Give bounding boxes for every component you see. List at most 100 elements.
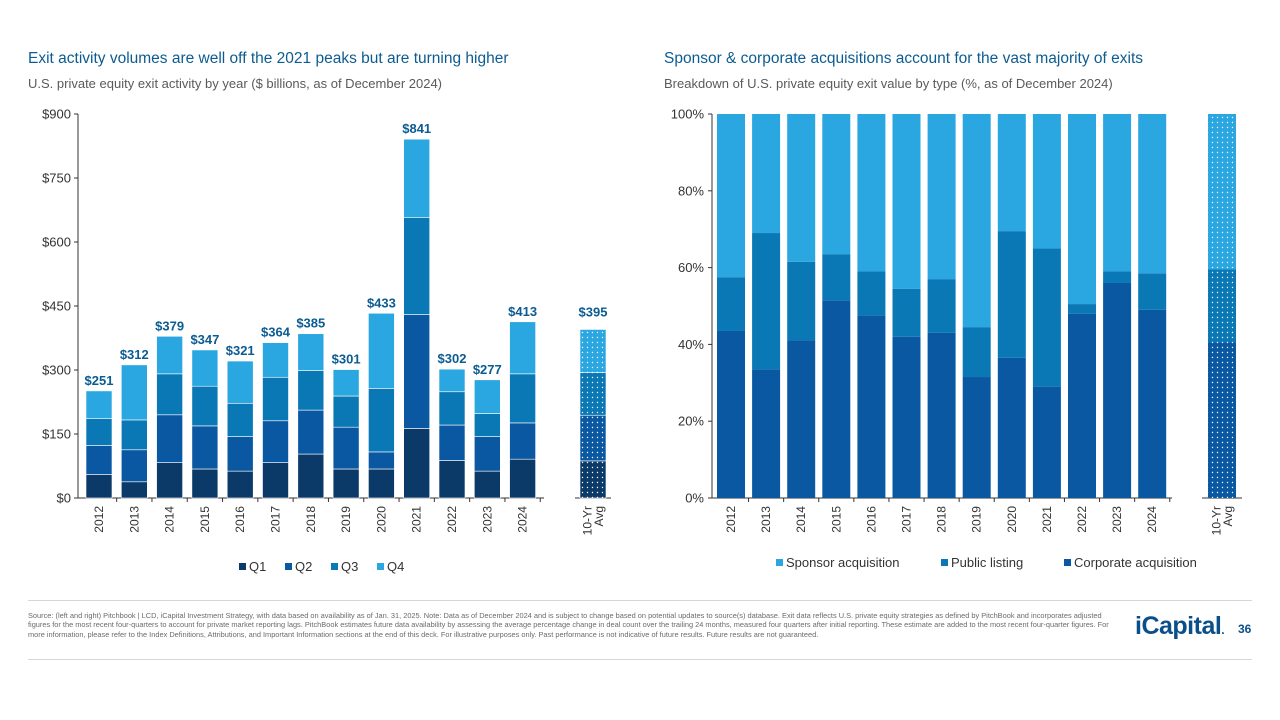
bar-segment-q4 [226, 360, 254, 404]
source-footnote: Source: (left and right) Pitchbook | LCD… [28, 611, 1109, 639]
pct-bar-segment-public-listing [1103, 271, 1132, 283]
pct-bar-segment-sponsor-acquisition [962, 114, 991, 328]
bar-segment-q4 [191, 349, 219, 387]
bar-segment-q1 [473, 470, 501, 499]
right-x-tick-label: 2015 [829, 506, 843, 533]
bar-segment-q2 [156, 414, 183, 463]
icapital-logo: iCapital. [1135, 612, 1225, 641]
pct-bar-segment-corporate-acquisition [787, 340, 816, 498]
bar-segment-q3 [262, 376, 289, 422]
bar-segment-q1 [191, 468, 219, 499]
pct-bar-segment-sponsor-acquisition [1103, 114, 1132, 272]
bar-segment-q3 [191, 385, 219, 427]
bar-segment-q3 [509, 373, 536, 424]
pct-bar-segment-sponsor-acquisition [717, 114, 745, 278]
avg-bar-dot-pattern [580, 415, 606, 461]
exit-type-chart: 0% 20% 40% 60% 80% 100% 2012 2013 2014 2015 2016 20… [671, 107, 1242, 570]
bar-total-label: $433 [367, 295, 396, 310]
right-x-tick-label: 2018 [935, 506, 949, 533]
legend-swatch-q4 [377, 563, 384, 570]
legend-swatch-corporate-acquisition [1064, 559, 1071, 566]
bar-segment-q4 [368, 312, 395, 389]
right-chart-subtitle: Breakdown of U.S. private equity exit va… [664, 76, 1113, 91]
bar-segment-q2 [191, 425, 219, 470]
right-x-tick-label: 2021 [1040, 506, 1054, 533]
pct-bar-segment-sponsor-acquisition [822, 114, 851, 255]
pct-bar-segment-public-listing [997, 231, 1026, 358]
pct-bar-segment-public-listing [752, 233, 781, 370]
pct-bar-segment-corporate-acquisition [752, 369, 781, 498]
left-y-tick-label: $0 [57, 491, 71, 506]
bar-total-label: $302 [438, 351, 467, 366]
pct-bar-segment-sponsor-acquisition [787, 114, 816, 262]
left-x-tick-label: 2018 [304, 506, 318, 533]
bar-segment-q1 [297, 453, 325, 499]
pct-bar-segment-sponsor-acquisition [1068, 114, 1096, 305]
bar-segment-q4 [332, 369, 360, 397]
pct-bar-segment-public-listing [892, 288, 921, 337]
left-x-tick-label: 2016 [233, 506, 247, 533]
legend-label-sponsor-acquisition: Sponsor acquisition [786, 555, 899, 570]
right-x-tick-label: 2016 [864, 506, 878, 533]
left-x-tick-label: 2023 [480, 506, 494, 533]
bar-segment-q1 [509, 458, 536, 499]
right-x-tick-label: 2024 [1145, 506, 1159, 533]
right-x-tick-label: 2022 [1075, 506, 1089, 533]
right-y-tick-label: 80% [678, 183, 704, 198]
bar-segment-q1 [226, 470, 254, 499]
pct-bar-segment-corporate-acquisition [822, 300, 851, 498]
bar-segment-q1 [332, 468, 360, 499]
right-avg-category-label: Avg [1221, 506, 1235, 526]
bar-segment-q2 [332, 426, 360, 470]
legend-label-q4: Q4 [387, 559, 404, 574]
pct-bar-segment-public-listing [1068, 304, 1096, 314]
bar-segment-q2 [121, 449, 148, 483]
pct-bar-segment-corporate-acquisition [717, 330, 745, 498]
legend-swatch-q1 [239, 563, 246, 570]
right-y-tick-label: 60% [678, 260, 704, 275]
legend-swatch-public-listing [941, 559, 948, 566]
bar-segment-q1 [85, 474, 113, 499]
legend-label-corporate-acquisition: Corporate acquisition [1074, 555, 1197, 570]
right-x-tick-label: 2013 [759, 506, 773, 533]
pct-bar-segment-sponsor-acquisition [997, 114, 1026, 232]
bar-total-label: $277 [473, 362, 502, 377]
legend-label-public-listing: Public listing [951, 555, 1023, 570]
pct-bar-segment-corporate-acquisition [857, 315, 886, 498]
bar-segment-q4 [156, 335, 183, 375]
pct-bar-segment-sponsor-acquisition [1138, 114, 1167, 274]
left-x-tick-label: 2024 [516, 506, 530, 533]
right-y-tick-label: 40% [678, 337, 704, 352]
legend-label-q2: Q2 [295, 559, 312, 574]
legend-swatch-q3 [331, 563, 338, 570]
pct-bar-segment-corporate-acquisition [1103, 282, 1132, 498]
exit-volume-chart: $0 $150 $300 $450 $600 $750 $900 $251 2012 $312 20… [42, 107, 611, 574]
pct-bar-segment-public-listing [1032, 248, 1061, 387]
legend-label-q3: Q3 [341, 559, 358, 574]
pct-bar-segment-corporate-acquisition [927, 332, 956, 498]
bar-total-label: $379 [155, 318, 184, 333]
bar-total-label: $321 [226, 343, 255, 358]
bar-segment-q1 [121, 481, 148, 499]
pct-avg-dot-pattern [1208, 269, 1236, 343]
pct-bar-segment-corporate-acquisition [892, 336, 921, 498]
left-x-tick-label: 2020 [374, 506, 388, 533]
left-x-tick-label: 2015 [198, 506, 212, 533]
bar-segment-q4 [85, 390, 113, 419]
right-y-tick-label: 100% [671, 107, 705, 122]
pct-avg-dot-pattern [1208, 114, 1236, 270]
pct-bar-segment-public-listing [717, 277, 745, 331]
left-avg-category-label: Avg [592, 506, 606, 526]
bar-segment-q3 [403, 217, 431, 315]
right-x-tick-label: 2023 [1110, 506, 1124, 533]
bar-segment-q4 [121, 364, 148, 421]
bar-segment-q2 [85, 445, 113, 475]
bar-segment-q3 [332, 395, 360, 428]
bar-total-label: $312 [120, 347, 149, 362]
pct-bar-segment-public-listing [962, 327, 991, 378]
footer-bottom-rule [28, 659, 1252, 660]
bar-segment-q3 [368, 388, 395, 453]
left-chart-subtitle: U.S. private equity exit activity by yea… [28, 76, 443, 91]
bar-segment-q4 [403, 138, 431, 218]
